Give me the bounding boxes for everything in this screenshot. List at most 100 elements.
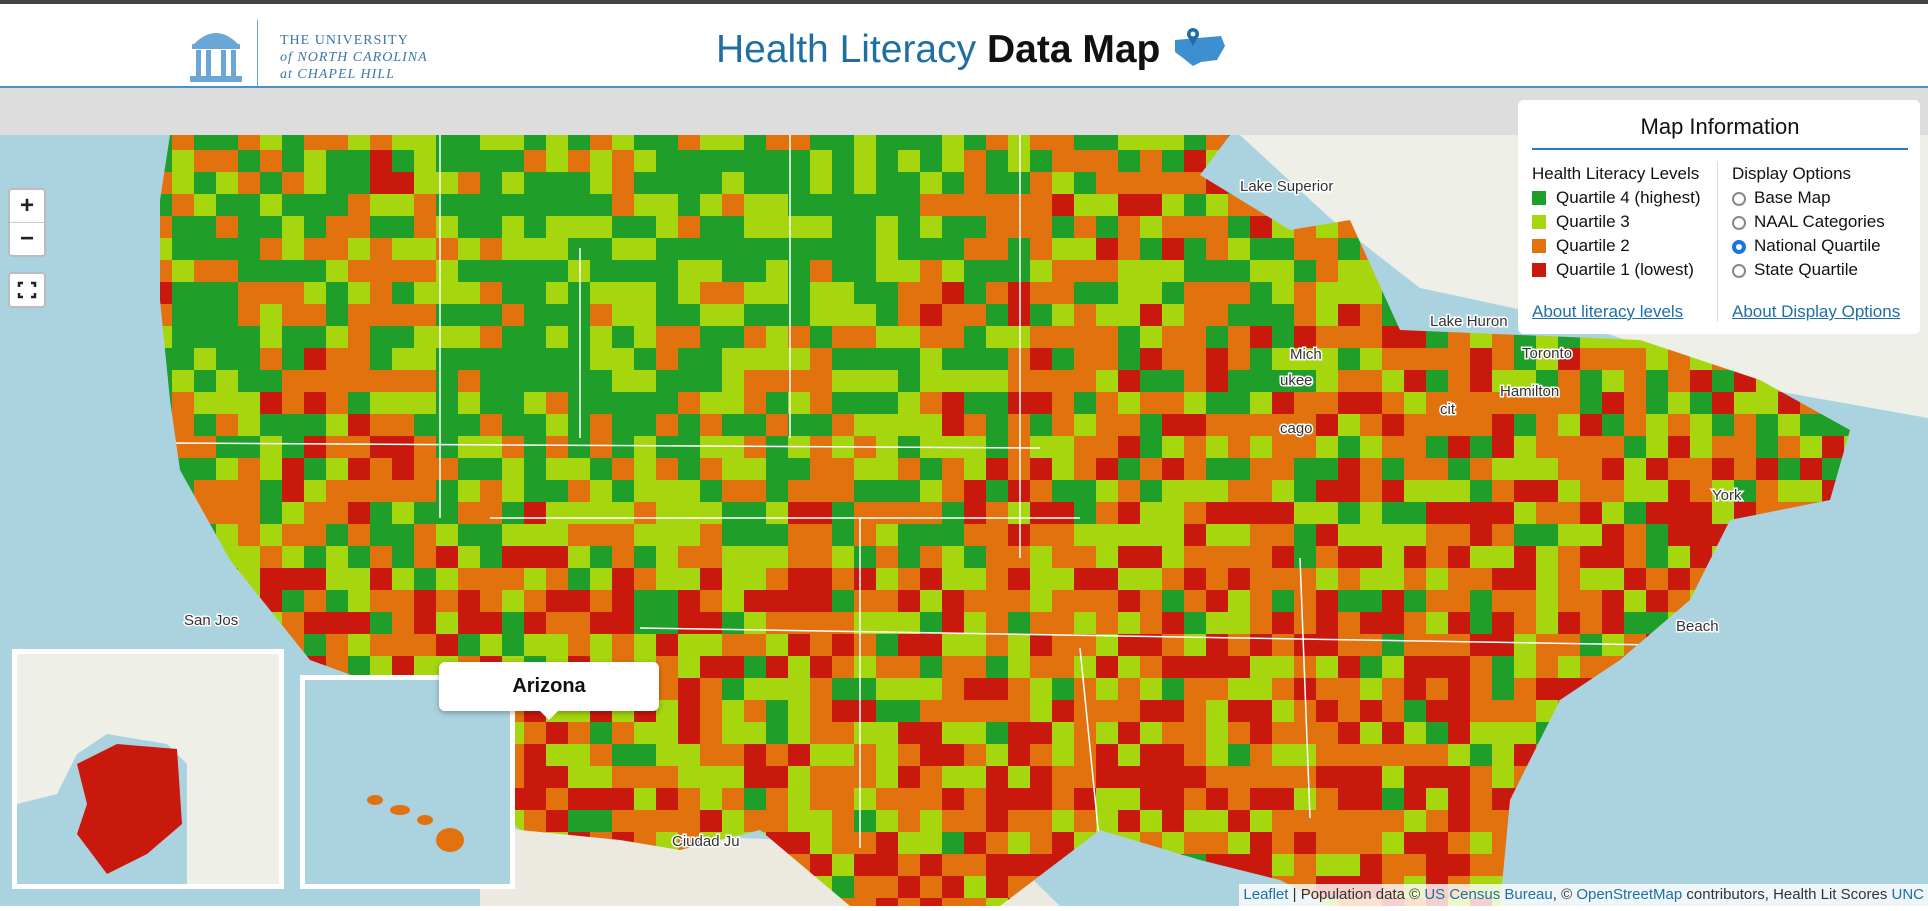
county-cell — [194, 238, 216, 260]
county-cell — [1074, 172, 1096, 194]
county-cell — [304, 634, 326, 656]
county-cell — [678, 414, 700, 436]
county-cell — [1338, 282, 1360, 304]
county-cell — [502, 546, 524, 568]
about-options-link[interactable]: About Display Options — [1732, 302, 1901, 321]
county-cell — [326, 216, 348, 238]
county-cell — [1448, 458, 1470, 480]
county-cell — [1470, 458, 1492, 480]
county-cell — [1360, 414, 1382, 436]
county-cell — [986, 348, 1008, 370]
leaflet-link[interactable]: Leaflet — [1243, 886, 1289, 903]
county-cell — [1184, 524, 1206, 546]
county-cell — [656, 524, 678, 546]
county-cell — [392, 194, 414, 216]
county-cell — [744, 722, 766, 744]
county-cell — [1294, 524, 1316, 546]
county-cell — [1514, 634, 1536, 656]
county-cell — [1184, 304, 1206, 326]
county-cell — [1338, 238, 1360, 260]
county-cell — [1096, 172, 1118, 194]
radio[interactable] — [1732, 216, 1746, 230]
county-cell — [1294, 788, 1316, 810]
county-cell — [1052, 238, 1074, 260]
county-cell — [1008, 414, 1030, 436]
radio[interactable] — [1732, 192, 1746, 206]
county-cell — [1470, 502, 1492, 524]
county-cell — [898, 876, 920, 898]
county-cell — [1118, 282, 1140, 304]
county-cell — [700, 612, 722, 634]
county-cell — [898, 370, 920, 392]
county-cell — [876, 832, 898, 854]
county-cell — [832, 172, 854, 194]
county-cell — [1162, 216, 1184, 238]
map[interactable]: Lake Superior Lake Huron Toronto Hamilton Mi… — [0, 88, 1928, 906]
county-cell — [282, 502, 304, 524]
county-cell — [832, 370, 854, 392]
county-cell — [1184, 568, 1206, 590]
county-cell — [810, 546, 832, 568]
county-cell — [160, 304, 172, 326]
county-cell — [1602, 392, 1624, 414]
radio[interactable] — [1732, 240, 1746, 254]
county-cell — [942, 810, 964, 832]
county-cell — [1492, 370, 1514, 392]
county-cell — [1250, 788, 1272, 810]
county-cell — [656, 150, 678, 172]
county-cell — [942, 788, 964, 810]
zoom-in[interactable]: + — [10, 190, 44, 223]
county-cell — [1162, 135, 1184, 150]
county-cell — [1162, 238, 1184, 260]
county-cell — [1360, 568, 1382, 590]
county-cell — [172, 194, 194, 216]
county-cell — [1030, 282, 1052, 304]
county-cell — [766, 480, 788, 502]
about-levels-link[interactable]: About literacy levels — [1532, 302, 1684, 321]
county-cell — [788, 722, 810, 744]
county-cell — [238, 436, 260, 458]
county-cell — [260, 326, 282, 348]
county-cell — [458, 634, 480, 656]
county-cell — [392, 135, 414, 150]
county-cell — [876, 238, 898, 260]
county-cell — [436, 150, 458, 172]
county-cell — [876, 458, 898, 480]
county-cell — [1558, 370, 1580, 392]
county-cell — [1074, 568, 1096, 590]
county-cell — [546, 392, 568, 414]
county-cell — [282, 150, 304, 172]
unc-link[interactable]: UNC — [1891, 886, 1925, 903]
radio[interactable] — [1732, 264, 1746, 278]
county-cell — [1162, 700, 1184, 722]
county-cell — [1492, 392, 1514, 414]
county-cell — [722, 150, 744, 172]
option[interactable]: National Quartile — [1732, 234, 1885, 258]
fullscreen-button[interactable] — [8, 272, 46, 308]
county-cell — [260, 480, 282, 502]
county-cell — [1140, 370, 1162, 392]
county-cell — [1096, 370, 1118, 392]
county-cell — [898, 590, 920, 612]
county-cell — [1206, 238, 1228, 260]
county-cell — [612, 304, 634, 326]
county-cell — [1096, 634, 1118, 656]
county-cell — [1404, 810, 1426, 832]
option[interactable]: State Quartile — [1732, 258, 1885, 282]
county-cell — [370, 392, 392, 414]
alaska-map — [17, 654, 279, 884]
osm-link[interactable]: OpenStreetMap — [1576, 886, 1683, 903]
county-cell — [744, 634, 766, 656]
county-cell — [1052, 568, 1074, 590]
option[interactable]: Base Map — [1732, 186, 1885, 210]
zoom-out[interactable]: − — [19, 225, 34, 252]
option[interactable]: NAAL Categories — [1732, 210, 1885, 234]
county-cell — [1558, 502, 1580, 524]
county-cell — [1140, 282, 1162, 304]
county-cell — [1206, 326, 1228, 348]
county-cell — [1074, 744, 1096, 766]
census-link[interactable]: US Census Bureau — [1424, 886, 1553, 903]
county-cell — [700, 524, 722, 546]
county-cell — [920, 348, 942, 370]
